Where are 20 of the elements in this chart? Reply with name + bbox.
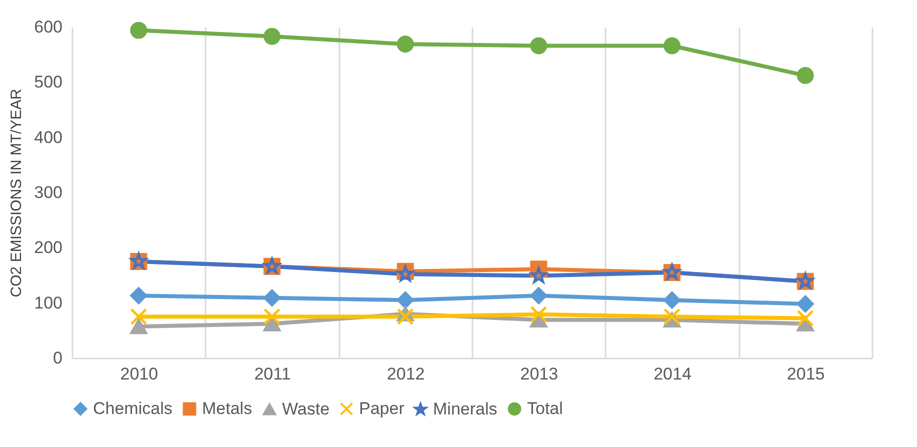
legend-label: Total bbox=[527, 398, 563, 418]
y-tick-label: 200 bbox=[34, 238, 62, 258]
x-tick-label: 2012 bbox=[386, 364, 425, 384]
y-tick-label: 100 bbox=[34, 293, 62, 312]
x-tick-label: 2011 bbox=[254, 364, 291, 384]
y-tick-label: 300 bbox=[34, 183, 62, 202]
legend-label: Paper bbox=[359, 398, 405, 418]
legend-label: Waste bbox=[282, 399, 330, 418]
y-tick-label: 500 bbox=[34, 72, 62, 92]
x-tick-label: 2014 bbox=[654, 364, 692, 384]
y-tick-label: 0 bbox=[53, 348, 62, 368]
x-tick-label: 2013 bbox=[520, 364, 558, 384]
y-tick-label: 600 bbox=[34, 18, 62, 36]
x-tick-label: 2015 bbox=[786, 364, 825, 384]
x-tick-label: 2010 bbox=[120, 364, 158, 384]
legend-label: Metals bbox=[202, 398, 252, 418]
legend-label: Minerals bbox=[433, 399, 498, 418]
y-tick-label: 400 bbox=[34, 128, 62, 147]
y-axis-title: CO2 EMISSIONS IN MT/YEAR bbox=[8, 88, 26, 298]
legend-label: Chemicals bbox=[93, 398, 172, 418]
